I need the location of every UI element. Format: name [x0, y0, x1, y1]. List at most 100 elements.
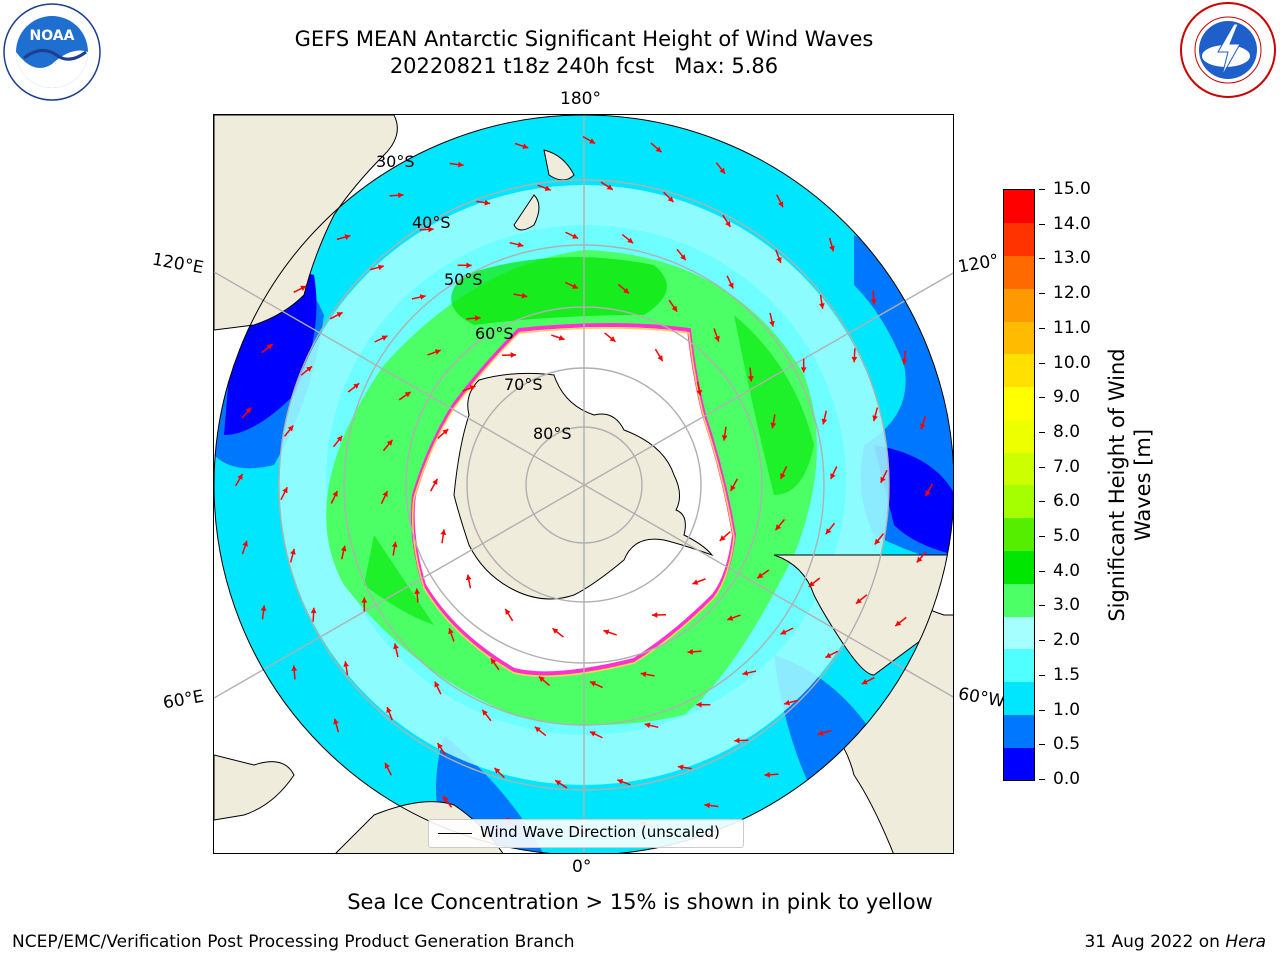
- wind-arrow-head: [769, 320, 775, 327]
- wind-arrow-head: [623, 287, 630, 294]
- wind-arrow-head: [465, 574, 472, 581]
- wind-arrow-head: [469, 385, 476, 391]
- wind-arrow-head: [734, 737, 740, 744]
- colorbar-segment: [1004, 353, 1034, 388]
- wind-arrow-head: [829, 245, 835, 252]
- colorbar-segment: [1004, 681, 1034, 715]
- wind-arrow-head: [437, 743, 443, 750]
- title-line-2: 20220821 t18z 240h fcst Max: 5.86: [389, 54, 779, 78]
- nws-logo: [1178, 0, 1278, 100]
- colorbar-segment: [1004, 485, 1034, 519]
- wind-arrow-head: [306, 366, 313, 372]
- wind-arrow-head: [727, 615, 734, 621]
- wind-arrow-head: [544, 185, 551, 191]
- wind-arrow-head: [680, 254, 686, 261]
- wind-arrow-head: [916, 556, 923, 563]
- wind-arrow-head: [725, 220, 731, 227]
- lat-label-70s: 70°S: [504, 375, 543, 394]
- lon-label-lower-right: 60°W: [956, 684, 1007, 712]
- wind-arrow-head: [517, 241, 524, 248]
- wind-arrow-head: [757, 572, 764, 579]
- colorbar-tick-label: 0.0: [1038, 769, 1081, 789]
- wind-arrow-head: [434, 681, 440, 688]
- colorbar-tick-label: 3.0: [1038, 595, 1081, 616]
- colorbar-tick-label: 14.0: [1039, 213, 1091, 234]
- wind-arrow-head: [671, 305, 678, 312]
- wind-arrow-head: [419, 294, 426, 300]
- wind-arrow-head: [336, 435, 343, 442]
- wind-arrow-head: [714, 335, 720, 342]
- lat-label-50s: 50°S: [444, 270, 483, 289]
- wind-arrow-head: [742, 670, 749, 676]
- wind-arrow-head: [719, 167, 725, 174]
- wind-arrow-head: [775, 524, 782, 531]
- lat-label-60s: 60°S: [475, 324, 514, 343]
- wind-arrow-head: [696, 389, 703, 396]
- wind-arrow-head: [353, 383, 360, 389]
- wind-arrow-head: [747, 375, 754, 382]
- wind-arrow-head: [384, 762, 390, 769]
- noaa-logo: NOAA: [2, 2, 102, 102]
- colorbar-tick-label: 13.0: [1039, 248, 1091, 269]
- colorbar-segment: [1004, 747, 1034, 781]
- wind-arrow-head: [442, 429, 449, 435]
- wind-arrow-head: [590, 681, 597, 687]
- wind-arrow-head: [522, 143, 529, 149]
- colorbar-tick-label: 5.0: [1038, 526, 1081, 547]
- wind-arrow-head: [692, 579, 699, 585]
- colorbar-tick-label: 9.0: [1038, 387, 1081, 408]
- colorbar-segment: [1004, 550, 1034, 584]
- wind-arrow-head: [287, 425, 294, 432]
- lon-label-upper-right: 120°: [956, 250, 1001, 278]
- colorbar-label-line1: Significant Height of Wind: [1105, 348, 1129, 622]
- wind-arrow-head: [505, 608, 511, 615]
- colorbar: [1003, 189, 1035, 781]
- colorbar-segment: [1004, 517, 1034, 552]
- wind-arrow-head: [484, 199, 491, 206]
- wind-arrow-head: [448, 628, 454, 635]
- wind-arrow-head: [393, 643, 399, 650]
- wind-arrow-head: [266, 344, 273, 350]
- colorbar-tick-label: 15.0: [1039, 179, 1091, 199]
- sea-ice-caption: Sea Ice Concentration > 15% is shown in …: [347, 890, 933, 914]
- wind-arrow-head: [344, 234, 351, 240]
- wind-arrow-head: [640, 671, 647, 678]
- wind-arrow-head: [778, 201, 784, 208]
- wind-arrow-head: [434, 349, 441, 355]
- wind-arrow-head: [764, 771, 770, 778]
- wind-arrow-head: [719, 535, 726, 541]
- wind-arrow-head: [855, 598, 862, 604]
- lon-label-lower-left: 60°E: [161, 686, 206, 714]
- wind-arrow-head: [895, 620, 902, 626]
- wind-arrow-head: [655, 146, 662, 153]
- wind-arrow-head: [443, 796, 449, 803]
- wind-arrow-head: [687, 648, 694, 655]
- new-zealand: [513, 149, 575, 231]
- wind-arrow-head: [552, 628, 559, 634]
- wind-arrow-head: [784, 699, 791, 706]
- wind-arrow-head: [245, 407, 252, 414]
- wind-arrow-head: [242, 540, 248, 547]
- wind-arrow-head: [572, 233, 579, 239]
- wind-arrow-head: [474, 315, 481, 322]
- colorbar-tick-label: 0.5: [1038, 734, 1081, 755]
- wind-arrow-head: [260, 605, 267, 611]
- colorbar-segment: [1004, 714, 1034, 748]
- colorbar-segment: [1004, 222, 1034, 257]
- colorbar-segment: [1004, 386, 1034, 420]
- wind-arrow-head: [776, 257, 782, 263]
- legend-label: Wind Wave Direction (unscaled): [480, 823, 720, 841]
- wind-arrow-head: [874, 538, 881, 545]
- colorbar-segment: [1004, 648, 1034, 683]
- wind-arrow-head: [391, 541, 398, 548]
- wind-arrow-head: [237, 473, 243, 480]
- wind-arrow-head: [466, 262, 472, 269]
- wind-arrow-head: [730, 485, 736, 492]
- svg-text:NOAA: NOAA: [30, 28, 75, 44]
- wind-arrow-head: [510, 352, 516, 358]
- wind-arrow-head: [494, 767, 501, 774]
- map-frame: Wind Wave Direction (unscaled): [213, 114, 954, 854]
- wind-arrow-head: [696, 701, 702, 708]
- colorbar-tick-label: 12.0: [1039, 283, 1091, 304]
- wind-arrow-head: [386, 707, 392, 713]
